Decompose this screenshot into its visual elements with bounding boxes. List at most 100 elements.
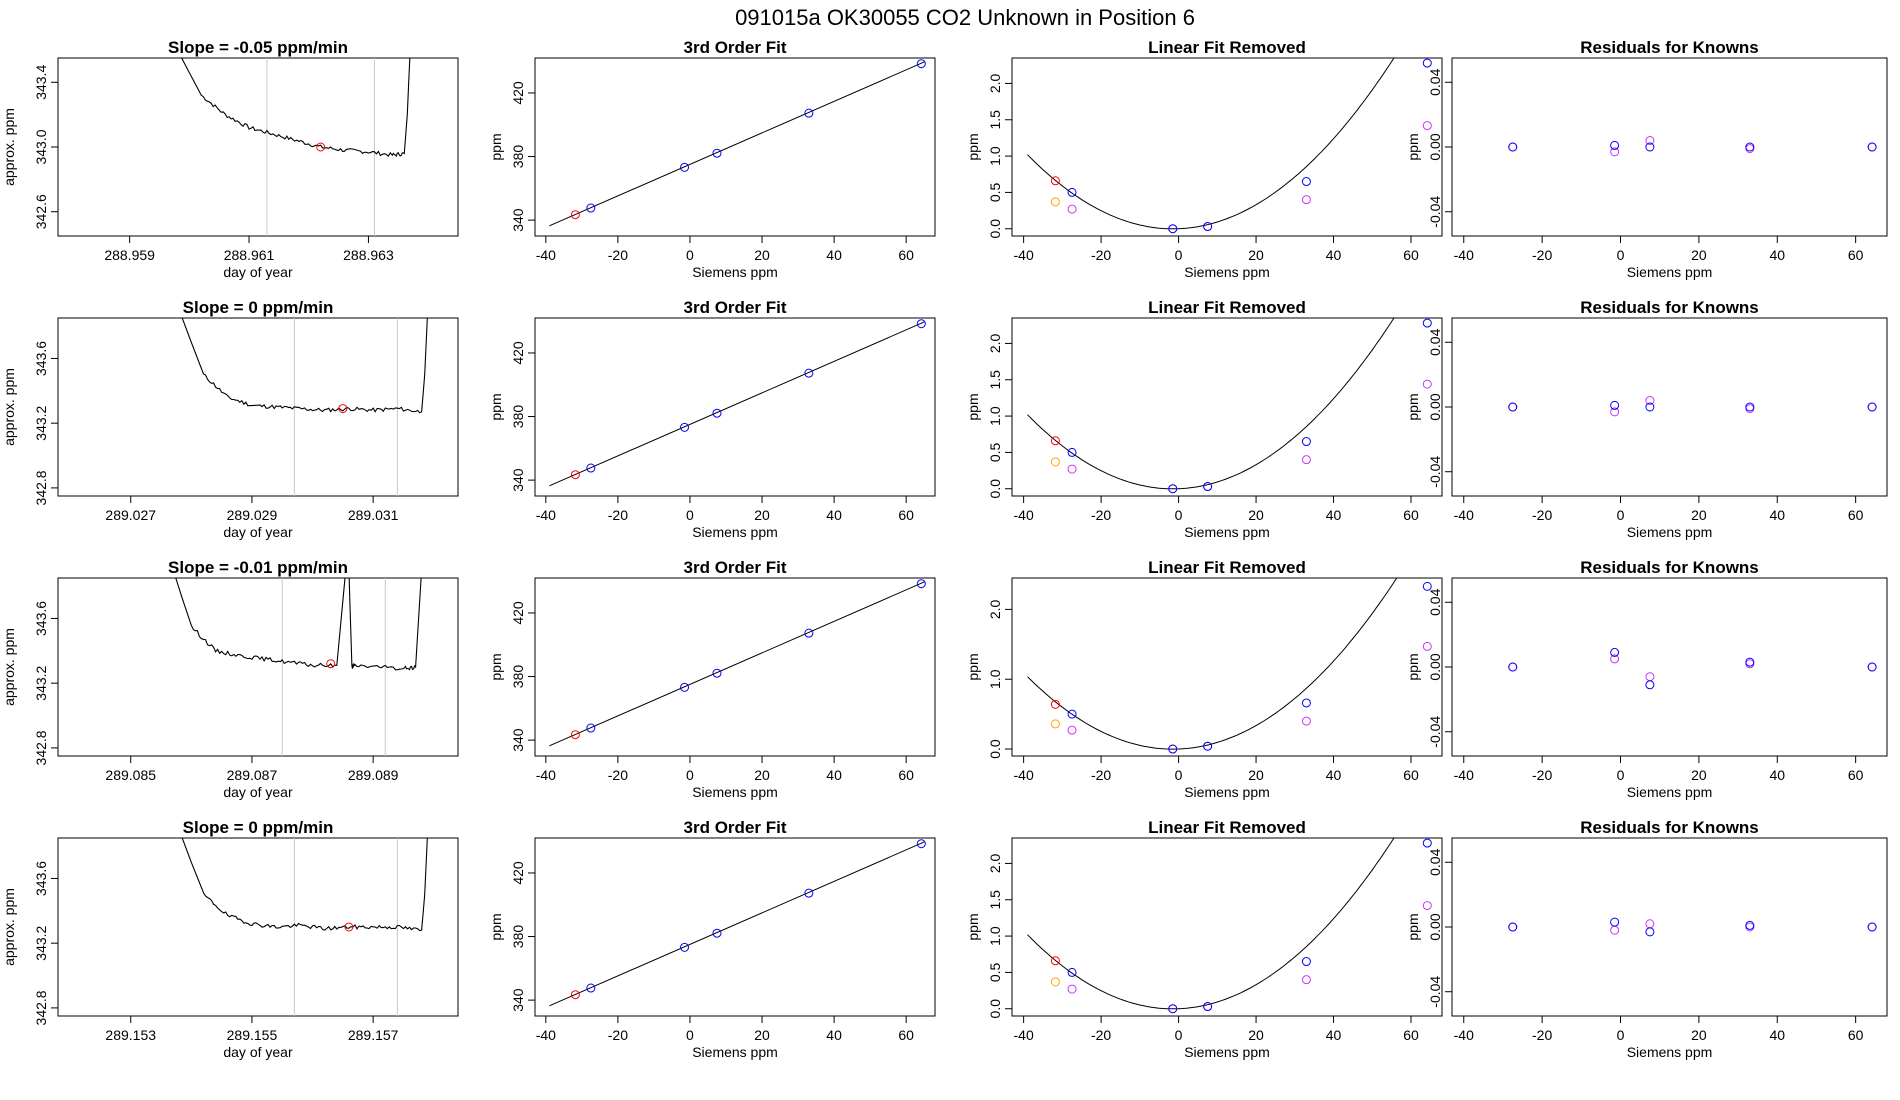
known-standard-point	[1168, 744, 1178, 754]
plot-area	[1027, 578, 1432, 754]
y-tick-label: 1.5	[987, 370, 1003, 390]
x-tick-label: 288.961	[224, 247, 275, 263]
known-standard-point	[1745, 402, 1755, 412]
x-tick-label: -20	[1532, 247, 1552, 263]
y-tick-label: 342.8	[33, 730, 49, 765]
y-axis-label: approx. ppm	[1, 368, 17, 446]
known-standard-point	[1422, 318, 1432, 328]
plot-frame	[534, 57, 936, 237]
plot-frame	[57, 317, 459, 497]
known-linear-residual-point	[1645, 396, 1655, 406]
y-tick-label: 2.0	[987, 73, 1003, 93]
x-tick-label: 288.963	[343, 247, 394, 263]
known-standard-point	[1422, 581, 1432, 591]
plot-frame	[1451, 317, 1888, 497]
panel-r2-c1: 3rd Order Fit -40 -20 0 20 40 60 Siemens ppm 340…	[488, 558, 936, 800]
panel-title: Linear Fit Removed	[1148, 818, 1306, 837]
plot-frame	[57, 577, 459, 757]
y-axis-label: ppm	[1405, 913, 1421, 940]
x-axis-label: Siemens ppm	[1627, 1044, 1713, 1060]
known-linear-residual-point	[1067, 464, 1077, 474]
x-tick-label: 60	[1403, 767, 1419, 783]
x-tick-label: 40	[1326, 1027, 1342, 1043]
panel-title: Residuals for Knowns	[1580, 558, 1759, 577]
x-tick-label: -40	[1454, 767, 1474, 783]
known-standard-point	[712, 668, 722, 678]
panel-r0-c1: 3rd Order Fit -40 -20 0 20 40 60 Siemens ppm 340…	[488, 38, 936, 280]
known-standard-point	[1645, 927, 1655, 937]
known-standard-point	[680, 162, 690, 172]
x-tick-label: 289.089	[348, 767, 399, 783]
x-tick-label: 40	[1769, 507, 1785, 523]
x-tick-label: -20	[608, 1027, 628, 1043]
y-tick-label: 340	[510, 988, 526, 1012]
x-tick-label: 20	[754, 507, 770, 523]
x-tick-label: 60	[898, 507, 914, 523]
x-tick-label: 0	[1175, 767, 1183, 783]
y-tick-label: 0.5	[987, 962, 1003, 982]
known-standard-point	[1067, 709, 1077, 719]
x-tick-label: 40	[1326, 507, 1342, 523]
plot-area	[1508, 136, 1877, 157]
y-tick-label: 1.0	[987, 926, 1003, 946]
known-standard-point	[1745, 920, 1755, 930]
y-axis-label: ppm	[1405, 133, 1421, 160]
panel-title: Linear Fit Removed	[1148, 38, 1306, 57]
known-standard-point	[1067, 447, 1077, 457]
y-axis-label: approx. ppm	[1, 108, 17, 186]
y-tick-label: 0.0	[987, 999, 1003, 1019]
known-standard-point	[1168, 224, 1178, 234]
y-tick-label: 342.6	[33, 194, 49, 229]
x-tick-label: -20	[608, 507, 628, 523]
known-linear-residual-point	[1301, 195, 1311, 205]
y-tick-label: -0.04	[1427, 456, 1443, 488]
y-tick-label: 2.0	[987, 333, 1003, 353]
panel-r1-c2: Linear Fit Removed -40 -20 0 20 40 60 Siemens p…	[965, 298, 1443, 540]
figure-suptitle: 091015a OK30055 CO2 Unknown in Position …	[735, 5, 1195, 30]
y-tick-label: 0.0	[987, 219, 1003, 239]
x-tick-label: -20	[608, 247, 628, 263]
panel-title: Slope = -0.01 ppm/min	[168, 558, 348, 577]
plot-frame	[1451, 577, 1888, 757]
x-tick-label: 0	[1175, 247, 1183, 263]
plot-area	[1027, 318, 1432, 494]
known-standard-point	[1422, 58, 1432, 68]
plot-frame	[534, 837, 936, 1017]
y-axis-label: ppm	[488, 913, 504, 940]
known-linear-residual-point	[1301, 455, 1311, 465]
x-tick-label: 60	[898, 767, 914, 783]
unknown-sample-point	[1050, 956, 1060, 966]
concentration-trace	[175, 578, 422, 671]
plot-frame	[534, 577, 936, 757]
y-tick-label: 0.5	[987, 182, 1003, 202]
y-tick-label: 343.4	[33, 65, 49, 100]
x-tick-label: 289.087	[227, 767, 278, 783]
y-tick-label: 1.5	[987, 110, 1003, 130]
plot-area	[1508, 396, 1877, 417]
y-tick-label: 380	[510, 925, 526, 949]
concentration-trace	[181, 838, 428, 932]
y-tick-label: 0.0	[987, 479, 1003, 499]
known-standard-point	[1745, 657, 1755, 667]
known-standard-point	[804, 108, 814, 118]
known-standard-point	[916, 579, 926, 589]
y-tick-label: 2.0	[987, 599, 1003, 619]
x-tick-label: -40	[1454, 507, 1474, 523]
known-standard-point	[680, 942, 690, 952]
x-tick-label: 289.085	[105, 767, 156, 783]
y-tick-label: 380	[510, 145, 526, 169]
known-standard-point	[1867, 402, 1877, 412]
quadratic-curve	[1027, 578, 1398, 750]
x-tick-label: -20	[1091, 247, 1111, 263]
average-marker	[326, 659, 336, 669]
y-tick-label: 0.00	[1427, 133, 1443, 160]
known-standard-point	[1301, 698, 1311, 708]
plot-area	[1508, 917, 1877, 937]
x-tick-label: 289.027	[105, 507, 156, 523]
panel-r2-c2: Linear Fit Removed -40 -20 0 20 40 60 Siemens p…	[965, 558, 1443, 800]
plot-frame	[534, 317, 936, 497]
x-axis-label: Siemens ppm	[692, 784, 778, 800]
y-axis-label: ppm	[488, 393, 504, 420]
x-tick-label: 60	[1848, 1027, 1864, 1043]
